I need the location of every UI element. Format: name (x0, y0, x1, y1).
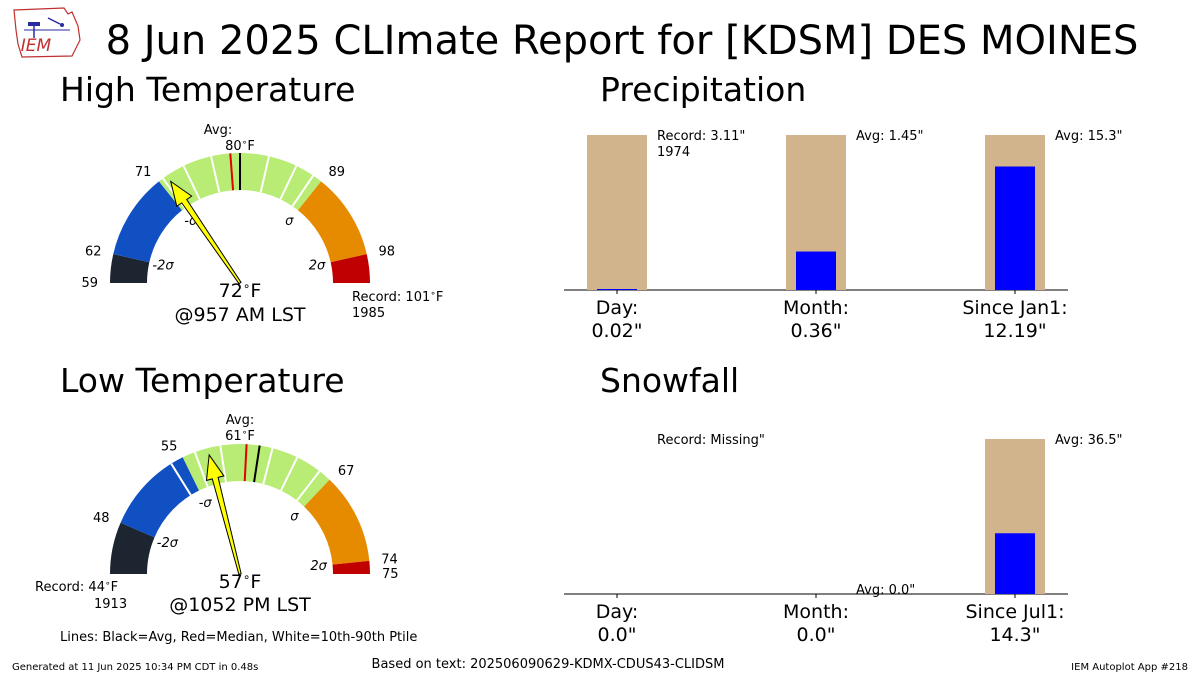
median-line (229, 153, 235, 191)
gauge-tick-label: 59 (81, 276, 98, 291)
percentile-line (170, 463, 192, 496)
observed-bar (796, 251, 836, 290)
gauge-segment-1 (113, 181, 183, 263)
percentile-line (182, 165, 201, 200)
percentile-line (219, 445, 227, 483)
low-record-label: Record: 44∘F (35, 579, 118, 595)
report-title: 8 Jun 2025 CLImate Report for [KDSM] DES… (106, 18, 1139, 64)
gauge-tick-label: 62 (85, 244, 102, 259)
precip-bars: Record: 3.11"1974 Day:0.02" Avg: 1.45" Mont… (564, 129, 1123, 342)
gauge-tick-label: 48 (93, 511, 110, 526)
generated-text: Generated at 11 Jun 2025 10:34 PM CDT in… (12, 662, 258, 673)
gauge-tick-label: 98 (378, 244, 395, 259)
gauge-tick-label: 75 (382, 567, 399, 582)
iem-logo: IEM (13, 7, 81, 58)
percentile-line (279, 165, 298, 200)
sigma-label: 2σ (310, 559, 327, 574)
sigma-label: -2σ (152, 258, 174, 273)
high-temp-title: High Temperature (60, 70, 355, 109)
low-avg-label: Avg: (226, 413, 254, 428)
category-value: 14.3" (989, 624, 1040, 646)
sigma-label: σ (285, 214, 294, 229)
category-value: 0.0" (797, 624, 836, 646)
avg-line (253, 445, 261, 483)
app-id-text: IEM Autoplot App #218 (1071, 662, 1188, 673)
percentile-line (291, 175, 315, 207)
category-label: Since Jul1: (966, 601, 1065, 623)
category-label: Month: (783, 601, 849, 623)
gauge-tick-label: 74 (381, 553, 398, 568)
category-value: 0.0" (598, 624, 637, 646)
gauge-tick-label: 89 (329, 165, 346, 180)
high-observed-value: 72∘F (219, 279, 262, 302)
category-label: Day: (596, 297, 639, 319)
percentile-line (280, 456, 299, 491)
gauge-segment-0 (110, 522, 155, 574)
observed-bar (995, 166, 1035, 290)
sigma-label: -σ (199, 496, 213, 511)
reference-bar (587, 135, 647, 290)
gauge-tick-label: 71 (135, 165, 152, 180)
sigma-label: -2σ (157, 536, 179, 551)
precip-title: Precipitation (600, 70, 806, 109)
bar-annotation: Avg: 1.45" (856, 129, 924, 144)
lines-legend: Lines: Black=Avg, Red=Median, White=10th… (60, 630, 417, 645)
gauge-segment-0 (110, 254, 150, 283)
high-observed-time: @957 AM LST (175, 304, 306, 326)
category-value: 0.36" (790, 320, 841, 342)
high-record-label: Record: 101∘F (352, 289, 443, 305)
percentile-line (262, 447, 274, 485)
gauge-tick-label: 67 (338, 464, 355, 479)
percentile-line (193, 451, 209, 488)
category-value: 0.02" (591, 320, 642, 342)
gauge-segment-3 (297, 181, 367, 263)
snowfall-bars: Record: Missing"Day:0.0"Avg: 0.0"Month:0… (564, 433, 1123, 646)
category-label: Since Jan1: (962, 297, 1067, 319)
observed-bar (995, 533, 1035, 594)
observed-needle (205, 453, 242, 575)
category-value: 12.19" (983, 320, 1046, 342)
percentile-line (259, 156, 270, 193)
gauge-segment-3 (304, 479, 370, 565)
observed-bar (597, 289, 637, 290)
median-line (243, 444, 248, 482)
gauge-segment-4 (330, 254, 370, 283)
logo-text: IEM (21, 36, 52, 56)
gauge-segment-1 (120, 457, 200, 538)
bar-annotation-year: 1974 (657, 145, 690, 160)
low-temp-title: Low Temperature (60, 361, 345, 400)
high-record-year: 1985 (352, 306, 385, 321)
sigma-label: 2σ (309, 258, 326, 273)
gauge-segment-4 (332, 560, 370, 574)
category-label: Month: (783, 297, 849, 319)
based-on-text: Based on text: 202506090629-KDMX-CDUS43-… (372, 657, 725, 672)
gauge-segment-2 (182, 444, 330, 507)
high-avg-value-label: 80∘F (225, 138, 255, 154)
percentile-line (210, 156, 221, 193)
low-avg-value-label: 61∘F (225, 428, 255, 444)
gauge-tick-label: 55 (161, 440, 178, 455)
low-record-year: 1913 (94, 597, 127, 612)
bar-annotation: Record: Missing" (657, 433, 765, 448)
snowfall-title: Snowfall (600, 361, 739, 400)
bar-annotation: Avg: 15.3" (1055, 129, 1123, 144)
observed-needle (169, 180, 242, 285)
low-observed-value: 57∘F (219, 570, 262, 593)
category-label: Day: (596, 601, 639, 623)
bar-annotation: Avg: 36.5" (1055, 433, 1123, 448)
sigma-label: σ (290, 510, 299, 525)
percentile-line (296, 470, 321, 502)
bar-annotation: Avg: 0.0" (856, 583, 915, 598)
low-observed-time: @1052 PM LST (169, 594, 311, 616)
high-avg-label: Avg: (204, 123, 232, 138)
weather-station-icon (28, 22, 40, 26)
bar-annotation: Record: 3.11" (657, 129, 745, 144)
